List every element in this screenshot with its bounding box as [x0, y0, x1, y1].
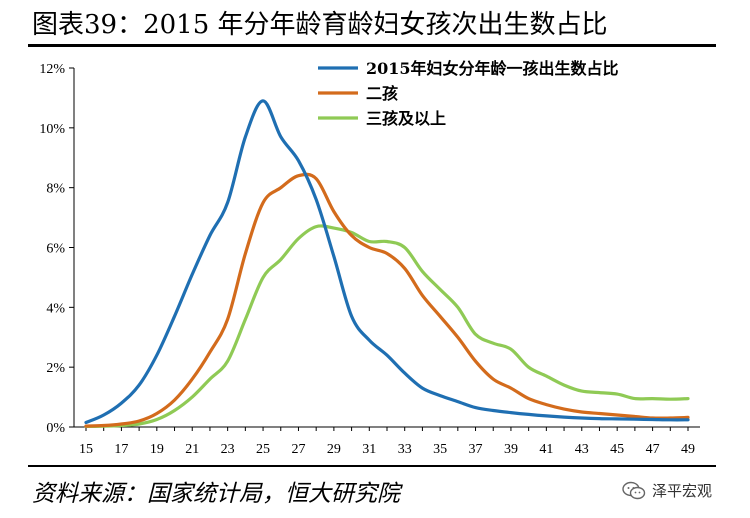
legend-label-1: 2015年妇女分年龄一孩出生数占比 [366, 59, 619, 78]
x-tick-label: 25 [256, 442, 270, 457]
watermark: 泽平宏观 [622, 480, 712, 501]
y-tick-label: 2% [46, 361, 65, 376]
page-title: 图表39：2015 年分年龄育龄妇女孩次出生数占比 [32, 10, 608, 40]
y-tick-label: 4% [46, 301, 65, 316]
x-tick-label: 15 [79, 442, 93, 457]
watermark-text: 泽平宏观 [652, 482, 713, 500]
x-tick-label: 31 [362, 442, 376, 457]
x-tick-label: 19 [150, 442, 164, 457]
legend-label-2: 二孩 [366, 84, 398, 103]
y-tick-label: 8% [46, 182, 65, 197]
x-tick-label: 49 [681, 442, 695, 457]
y-tick-label: 0% [46, 421, 65, 436]
series-line-3 [84, 224, 690, 428]
x-tick-labels: 15 17 19 21 23 25 27 29 31 33 35 37 39 41 43 45 47 49 [79, 442, 695, 457]
wechat-icon [622, 481, 646, 499]
x-tick-label: 39 [504, 442, 518, 457]
x-tick-label: 33 [398, 442, 412, 457]
legend-label-3: 三孩及以上 [366, 109, 446, 128]
x-tick-label: 21 [185, 442, 199, 457]
source-note: 资料来源：国家统计局，恒大研究院 [32, 481, 400, 507]
x-tick-label: 17 [114, 442, 128, 457]
x-tick-label: 37 [469, 442, 483, 457]
series-line-1 [84, 99, 690, 425]
title-divider [28, 44, 716, 47]
y-tick-label: 6% [46, 242, 65, 257]
x-tick-label: 47 [646, 442, 660, 457]
x-tick-label: 43 [575, 442, 589, 457]
x-tick-label: 35 [433, 442, 447, 457]
y-tick-label: 10% [39, 122, 65, 137]
x-tick-label: 23 [221, 442, 235, 457]
x-tick-label: 41 [539, 442, 553, 457]
x-tick-label: 45 [610, 442, 624, 457]
y-tick-labels: 0% 2% 4% 6% 8% 10% 12% [39, 62, 65, 436]
series-lines [84, 99, 690, 428]
series-line-2 [84, 172, 690, 428]
footer-divider [28, 465, 716, 467]
x-tick-label: 27 [291, 442, 305, 457]
x-tick-label: 29 [327, 442, 341, 457]
y-tick-label: 12% [39, 62, 65, 77]
